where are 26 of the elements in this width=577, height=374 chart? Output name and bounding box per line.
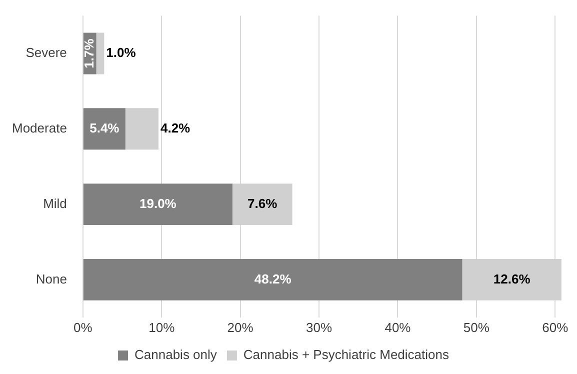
data-label: 4.2% (160, 120, 191, 136)
bar (83, 184, 232, 226)
x-tick-label: 60% (542, 320, 569, 335)
bar (96, 32, 104, 74)
data-label: 5.4% (90, 120, 120, 136)
data-label: 19.0% (140, 196, 177, 211)
y-tick-label: Mild (43, 196, 67, 211)
data-label: 48.2% (254, 271, 292, 286)
y-tick-label: Severe (26, 45, 67, 60)
bar (125, 108, 158, 150)
x-tick-label: 10% (148, 320, 176, 335)
x-tick-label: 40% (384, 320, 412, 335)
bar (83, 258, 462, 300)
data-label: 1.0% (106, 45, 136, 60)
x-tick-label: 0% (74, 320, 93, 335)
data-label: 1.7% (81, 38, 96, 68)
bar (83, 108, 126, 150)
data-label: 12.6% (493, 271, 531, 286)
legend-label: Cannabis + Psychiatric Medications (243, 347, 450, 362)
x-tick-label: 50% (463, 320, 490, 335)
x-tick-label: 30% (306, 320, 332, 335)
y-tick-label: None (36, 271, 67, 286)
y-tick-label: Moderate (12, 120, 67, 136)
legend-label: Cannabis only (134, 347, 218, 362)
data-label: 7.6% (248, 196, 278, 211)
x-tick-label: 20% (227, 320, 254, 335)
